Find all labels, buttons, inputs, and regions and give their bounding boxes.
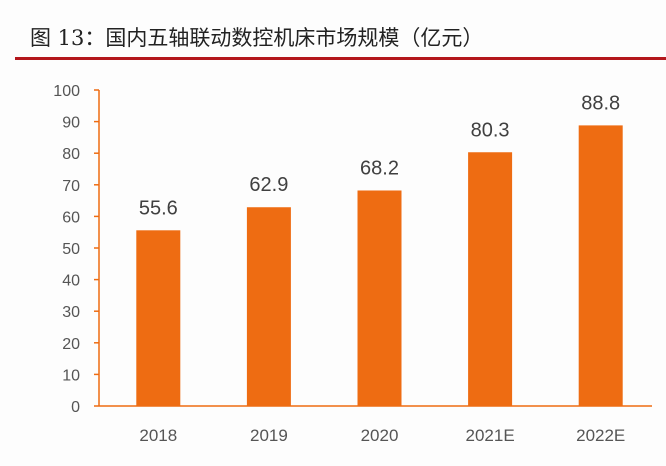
bar xyxy=(136,230,181,406)
x-tick-label: 2020 xyxy=(361,426,399,445)
data-label: 68.2 xyxy=(360,157,399,179)
data-label: 80.3 xyxy=(471,119,510,141)
y-tick-label: 100 xyxy=(53,83,80,100)
data-label: 62.9 xyxy=(249,174,288,196)
y-tick-label: 70 xyxy=(62,178,80,195)
y-tick-label: 10 xyxy=(62,367,80,384)
y-tick-label: 0 xyxy=(71,399,80,416)
title-divider xyxy=(15,57,666,60)
bar xyxy=(246,207,291,406)
data-label: 55.6 xyxy=(139,197,178,219)
bar xyxy=(468,152,513,406)
bar xyxy=(578,125,623,406)
y-tick-label: 30 xyxy=(62,304,80,321)
y-tick-label: 50 xyxy=(62,241,80,258)
y-tick-label: 60 xyxy=(62,209,80,226)
x-tick-label: 2019 xyxy=(250,426,288,445)
y-tick-label: 40 xyxy=(62,273,80,290)
data-label: 88.8 xyxy=(581,92,620,114)
y-tick-label: 80 xyxy=(62,146,80,163)
bar xyxy=(357,190,402,406)
y-tick-label: 20 xyxy=(62,336,80,353)
x-tick-label: 2018 xyxy=(139,426,177,445)
x-tick-label: 2021E xyxy=(466,426,515,445)
y-tick-label: 90 xyxy=(62,115,80,132)
chart-title: 图 13：国内五轴联动数控机床市场规模（亿元） xyxy=(30,26,484,50)
x-tick-label: 2022E xyxy=(576,426,625,445)
